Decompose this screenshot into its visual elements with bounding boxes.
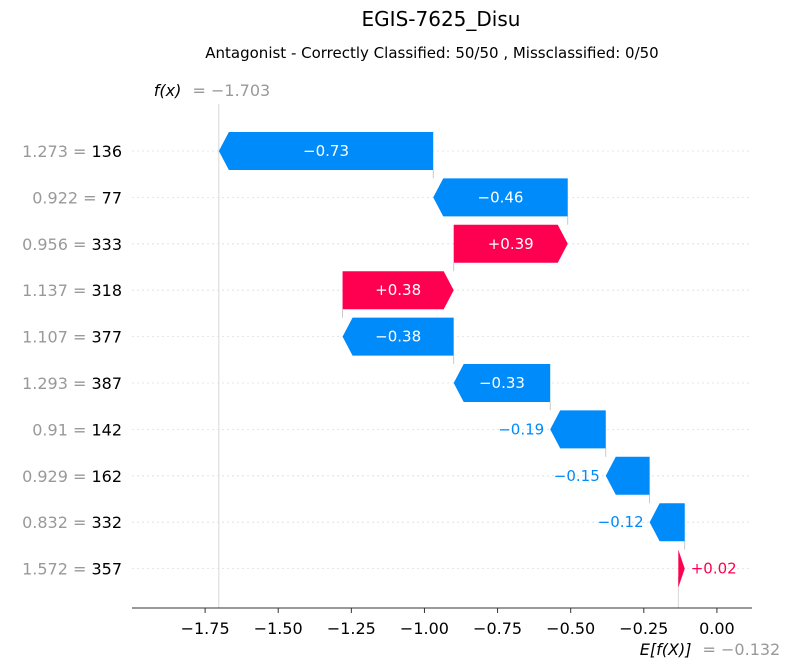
contribution-label: +0.38 <box>375 281 421 299</box>
feature-label: 1.107 = 377 <box>22 328 122 347</box>
feature-value: 0.832 = <box>22 513 91 532</box>
feature-value: 1.137 = <box>22 281 91 300</box>
feature-name: 377 <box>91 328 122 347</box>
feature-name: 136 <box>91 142 122 161</box>
x-tick-label: −0.75 <box>473 619 522 638</box>
x-tick-label: −0.50 <box>546 619 595 638</box>
feature-name: 333 <box>91 235 122 254</box>
feature-label: 0.91 = 142 <box>32 420 122 439</box>
contribution-label: +0.39 <box>488 235 534 253</box>
feature-label: 1.273 = 136 <box>22 142 122 161</box>
contribution-label: +0.02 <box>691 560 737 578</box>
contribution-label: −0.19 <box>498 420 544 438</box>
feature-value: 0.922 = <box>32 188 101 207</box>
label-layer: 1.273 = 136 −0.73 0.922 = 77 −0.46 0.956 = 3… <box>22 142 737 579</box>
chart-subtitle: Antagonist - Correctly Classified: 50/50… <box>205 44 658 62</box>
feature-value: 0.91 = <box>32 420 91 439</box>
feature-value: 0.956 = <box>22 235 91 254</box>
feature-name: 332 <box>91 513 122 532</box>
feature-name: 142 <box>91 420 122 439</box>
fx-label: f(x) <box>154 81 182 100</box>
x-tick-label: −1.00 <box>400 619 449 638</box>
x-tick-label: −0.25 <box>619 619 668 638</box>
negative-bar <box>550 410 606 449</box>
feature-name: 357 <box>91 560 122 579</box>
x-tick-label: −1.50 <box>254 619 303 638</box>
contribution-label: −0.46 <box>478 188 524 206</box>
feature-label: 0.832 = 332 <box>22 513 122 532</box>
feature-label: 0.922 = 77 <box>32 188 122 207</box>
fx-annotation: f(x) = −1.703 <box>154 81 270 100</box>
ex-label: E[f(X)] <box>640 640 692 659</box>
negative-bar <box>433 178 568 217</box>
feature-label: 1.293 = 387 <box>22 374 122 393</box>
feature-name: 318 <box>91 281 122 300</box>
negative-bar <box>453 364 551 402</box>
contribution-label: −0.15 <box>554 467 600 485</box>
feature-value: 1.293 = <box>22 374 91 393</box>
contribution-label: −0.12 <box>598 513 644 531</box>
contribution-label: −0.73 <box>303 142 349 160</box>
negative-bar <box>218 132 434 170</box>
feature-value: 1.107 = <box>22 328 91 347</box>
negative-bar <box>649 503 685 542</box>
feature-value: 1.572 = <box>22 560 91 579</box>
contribution-label: −0.38 <box>375 328 421 346</box>
positive-bar <box>453 224 568 263</box>
ex-value: = −0.132 <box>703 640 781 659</box>
negative-bar <box>342 317 454 356</box>
x-tick-label: 0.00 <box>699 619 735 638</box>
x-tick-label: −1.75 <box>181 619 230 638</box>
feature-name: 77 <box>102 188 122 207</box>
positive-bar <box>678 549 685 588</box>
contribution-label: −0.33 <box>479 374 525 392</box>
negative-bar <box>605 456 650 495</box>
x-axis: −1.75 −1.50 −1.25 −1.00 −0.75 −0.50 −0.25 0.00 <box>132 607 752 638</box>
feature-name: 387 <box>91 374 122 393</box>
x-tick-label: −1.25 <box>327 619 376 638</box>
ex-annotation: E[f(X)] = −0.132 <box>640 640 780 659</box>
chart-title: EGIS-7625_Disu <box>362 7 521 31</box>
feature-label: 0.929 = 162 <box>22 467 122 486</box>
fx-value: = −1.703 <box>192 81 270 100</box>
feature-label: 1.137 = 318 <box>22 281 122 300</box>
feature-label: 1.572 = 357 <box>22 560 122 579</box>
feature-label: 0.956 = 333 <box>22 235 122 254</box>
feature-value: 0.929 = <box>22 467 91 486</box>
feature-value: 1.273 = <box>22 142 91 161</box>
feature-name: 162 <box>91 467 122 486</box>
positive-bar <box>342 271 454 310</box>
bar-layer <box>218 132 685 588</box>
